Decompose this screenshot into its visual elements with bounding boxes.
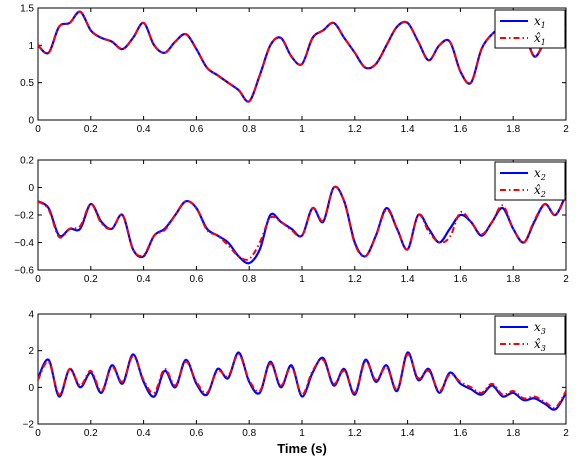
x-tick-label: 1.4 <box>401 428 415 439</box>
y-tick-label: 2 <box>28 346 34 357</box>
legend-entry: x̂2 <box>534 183 546 199</box>
legend-entry-name: x̂ <box>534 31 541 45</box>
axes-frame <box>37 313 567 425</box>
y-tick-label: −0.4 <box>14 238 34 249</box>
x-tick-label: 0.6 <box>189 274 203 285</box>
x-tick-label: 1.4 <box>401 124 415 135</box>
x-tick-label: 2 <box>563 274 569 285</box>
legend-box <box>494 161 566 201</box>
y-tick-label: 0 <box>28 116 34 127</box>
x-tick-label: 0.6 <box>189 428 203 439</box>
x-tick-label: 1.6 <box>453 124 467 135</box>
x-tick-label: 1 <box>299 274 305 285</box>
legend-entry-subscript: 1 <box>541 21 546 30</box>
legend-entry-name: x̂ <box>534 183 541 197</box>
x-tick-label: 0.4 <box>137 274 151 285</box>
legend-box <box>494 9 566 49</box>
x-tick-label: 1.2 <box>348 274 362 285</box>
legend-entry-subscript: 2 <box>540 190 546 199</box>
x-tick-label: 1.8 <box>506 124 520 135</box>
legend-entry-subscript: 1 <box>541 38 546 47</box>
x-tick-label: 1.6 <box>453 274 467 285</box>
legend-entry-name: x <box>534 166 541 180</box>
legend-entry-name: x <box>534 320 541 334</box>
x-tick-label: 2 <box>563 428 569 439</box>
y-tick-label: 0 <box>28 383 34 394</box>
y-tick-label: 0.5 <box>20 78 34 89</box>
legend-entry-subscript: 3 <box>541 327 546 336</box>
y-tick-label: 1 <box>28 41 34 52</box>
x-tick-label: 1.2 <box>348 124 362 135</box>
legend: x2x̂2 <box>494 161 566 201</box>
x-tick-label: 0.8 <box>242 274 256 285</box>
x-tick-label: 0.2 <box>84 428 98 439</box>
y-tick-label: −0.2 <box>14 211 34 222</box>
legend-entry: x̂1 <box>534 31 546 47</box>
x-tick-label: 0 <box>35 274 41 285</box>
x-tick-label: 0.8 <box>242 428 256 439</box>
legend-entry-name: x <box>534 14 541 28</box>
legend-entry: x3 <box>534 320 546 336</box>
x-tick-label: 2 <box>563 124 569 135</box>
x-tick-label: 1.8 <box>506 274 520 285</box>
subplot-x3: 0 0.2 0.4 0.6 0.8 1 1.2 1.4 1.6 1.8 2−2024x3x̂3Tim… <box>23 310 570 457</box>
x-tick-label: 0.2 <box>84 274 98 285</box>
legend-entry: x1 <box>534 14 546 30</box>
legend: x1x̂1 <box>494 9 566 49</box>
x-tick-label: 1.4 <box>401 274 415 285</box>
estimate-series-line <box>38 10 566 103</box>
x-tick-label: 1 <box>299 124 305 135</box>
legend-entry: x̂3 <box>534 337 546 353</box>
x-tick-label: 1 <box>299 428 305 439</box>
legend-entry-name: x̂ <box>534 337 541 351</box>
x-axis-label: Time (s) <box>277 441 327 456</box>
x-tick-label: 1.2 <box>348 428 362 439</box>
x-tick-label: 0.2 <box>84 124 98 135</box>
y-tick-label: −2 <box>23 420 35 431</box>
x-tick-label: 0.4 <box>137 428 151 439</box>
y-tick-label: −0.6 <box>14 266 34 277</box>
axes-frame <box>37 159 567 271</box>
x-tick-label: 0.8 <box>242 124 256 135</box>
y-tick-label: 1.5 <box>20 4 34 15</box>
x-tick-label: 0 <box>35 124 41 135</box>
x-tick-label: 1.8 <box>506 428 520 439</box>
y-tick-label: 0 <box>28 183 34 194</box>
y-tick-label: 4 <box>28 310 34 321</box>
subplot-x2: 0 0.2 0.4 0.6 0.8 1 1.2 1.4 1.6 1.8 2 −0.6 −0.4 −0.2 0… <box>14 156 569 286</box>
legend: x3x̂3 <box>494 315 566 355</box>
legend-entry: x2 <box>534 166 546 182</box>
legend-entry-subscript: 2 <box>540 173 546 182</box>
legend-box <box>494 315 566 355</box>
x-tick-label: 1.6 <box>453 428 467 439</box>
x-tick-label: 0 <box>35 428 41 439</box>
x-tick-label: 0.4 <box>137 124 151 135</box>
y-tick-label: 0.2 <box>20 156 34 167</box>
legend-entry-subscript: 3 <box>541 344 546 353</box>
x-tick-label: 0.6 <box>189 124 203 135</box>
